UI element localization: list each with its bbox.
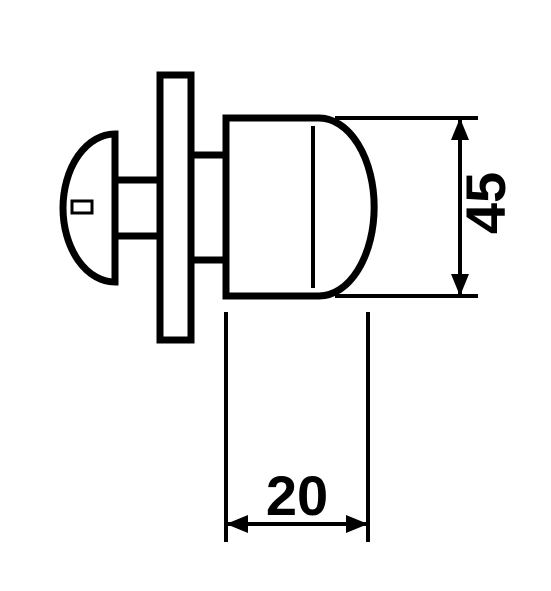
dimension-horizontal-label: 20 [266, 464, 328, 527]
dimension-vertical-label: 45 [454, 172, 517, 234]
technical-drawing: 2045 [0, 0, 551, 591]
